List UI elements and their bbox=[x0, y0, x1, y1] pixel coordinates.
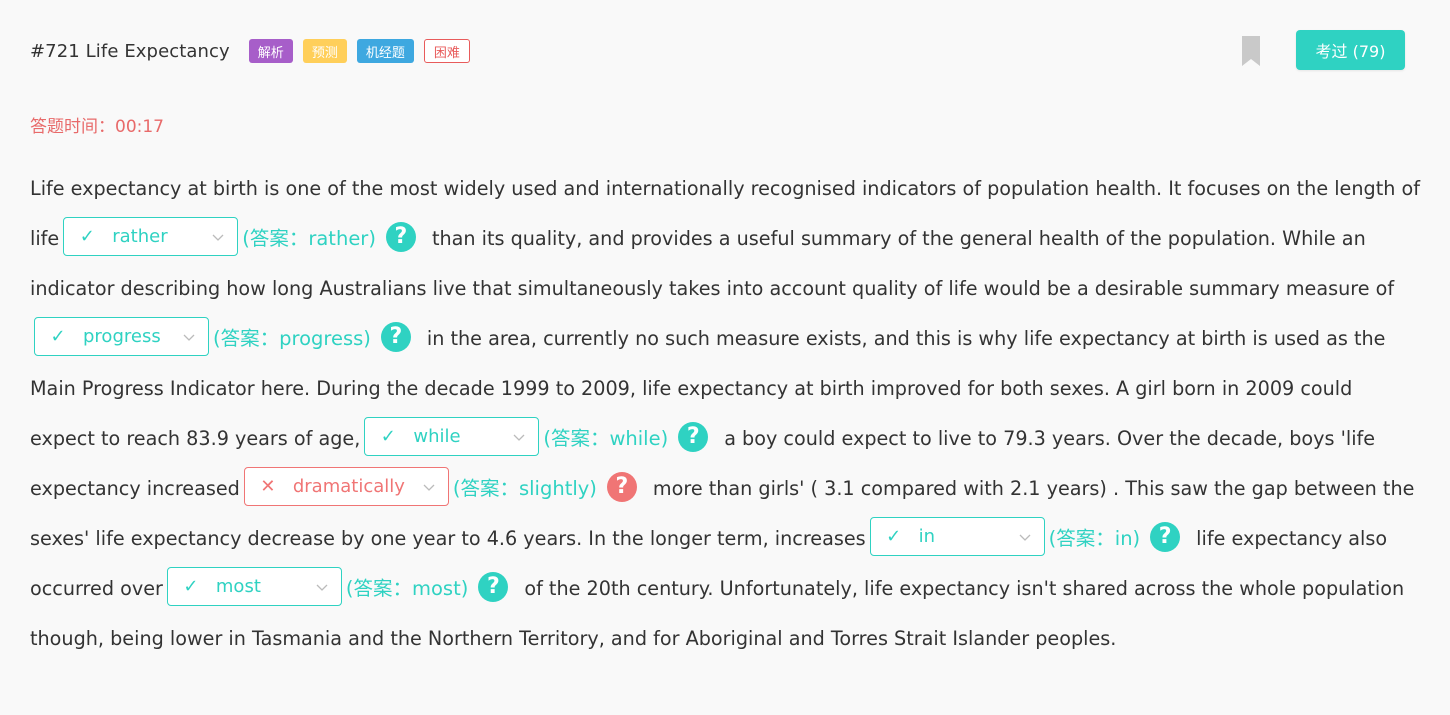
chevron-down-icon bbox=[212, 234, 224, 241]
correct-answer: (答案：rather) bbox=[242, 227, 376, 250]
answer-timer: 答题时间：00:17 bbox=[30, 112, 164, 137]
check-icon: ✓ bbox=[183, 576, 199, 597]
x-icon: ✕ bbox=[260, 476, 276, 497]
blank-dropdown-4[interactable]: ✕ dramatically bbox=[243, 467, 449, 506]
blank-dropdown-3[interactable]: ✓ while bbox=[364, 417, 540, 456]
question-circle-icon[interactable]: ? bbox=[478, 571, 509, 602]
correct-answer: (答案：in) bbox=[1048, 527, 1141, 550]
tag-analysis[interactable]: 解析 bbox=[248, 39, 293, 63]
question-header: #721 Life Expectancy 解析 预测 机经题 困难 bbox=[30, 36, 480, 66]
check-icon: ✓ bbox=[380, 426, 396, 447]
question-circle-icon[interactable]: ? bbox=[606, 471, 637, 502]
tag-predict: 预测 bbox=[302, 39, 347, 63]
check-icon: ✓ bbox=[79, 226, 95, 247]
question-circle-icon[interactable]: ? bbox=[380, 321, 411, 352]
correct-answer: (答案：while) bbox=[543, 427, 669, 450]
blank-value: while bbox=[413, 426, 461, 447]
passage-segment: a boy could expect to live to 79.3 years… bbox=[30, 427, 1376, 500]
question-circle-icon[interactable]: ? bbox=[385, 221, 416, 252]
blank-dropdown-6[interactable]: ✓ most bbox=[166, 567, 342, 606]
blank-value: in bbox=[918, 526, 936, 547]
question-title: #721 Life Expectancy bbox=[30, 40, 230, 62]
passage-segment: more than girls' ( 3.1 compared with 2.1… bbox=[30, 477, 1415, 550]
blank-dropdown-5[interactable]: ✓ in bbox=[869, 517, 1045, 556]
blank-value: dramatically bbox=[292, 476, 405, 497]
bookmark-icon[interactable] bbox=[1241, 35, 1261, 67]
tag-difficulty: 困难 bbox=[423, 39, 470, 63]
question-circle-icon[interactable]: ? bbox=[678, 421, 709, 452]
passage-segment: of the 20th century. Unfortunately, life… bbox=[30, 577, 1405, 650]
check-icon: ✓ bbox=[50, 326, 66, 347]
chevron-down-icon bbox=[1019, 534, 1031, 541]
correct-answer: (答案：progress) bbox=[213, 327, 371, 350]
blank-dropdown-1[interactable]: ✓ rather bbox=[63, 217, 239, 256]
passage-segment: than its quality, and provides a useful … bbox=[30, 227, 1395, 300]
check-icon: ✓ bbox=[886, 526, 902, 547]
exam-count-button[interactable]: 考过 (79) bbox=[1296, 30, 1405, 70]
passage-segment: in the area, currently no such measure e… bbox=[30, 327, 1386, 450]
correct-answer: (答案：slightly) bbox=[452, 477, 597, 500]
passage-segment: life expectancy also occurred over bbox=[30, 527, 1388, 600]
chevron-down-icon bbox=[183, 334, 195, 341]
passage-text: Life expectancy at birth is one of the m… bbox=[30, 164, 1420, 664]
correct-answer: (答案：most) bbox=[345, 577, 469, 600]
blank-value: rather bbox=[112, 226, 168, 247]
chevron-down-icon bbox=[423, 484, 435, 491]
tag-machine-question: 机经题 bbox=[356, 39, 414, 63]
question-circle-icon[interactable]: ? bbox=[1150, 521, 1181, 552]
timer-value: 00:17 bbox=[115, 117, 164, 137]
blank-value: progress bbox=[83, 326, 161, 347]
blank-dropdown-2[interactable]: ✓ progress bbox=[34, 317, 209, 356]
chevron-down-icon bbox=[316, 584, 328, 591]
blank-value: most bbox=[215, 576, 261, 597]
timer-label: 答题时间： bbox=[30, 117, 115, 137]
chevron-down-icon bbox=[513, 434, 525, 441]
passage-segment: Life expectancy at birth is one of the m… bbox=[30, 177, 1420, 250]
